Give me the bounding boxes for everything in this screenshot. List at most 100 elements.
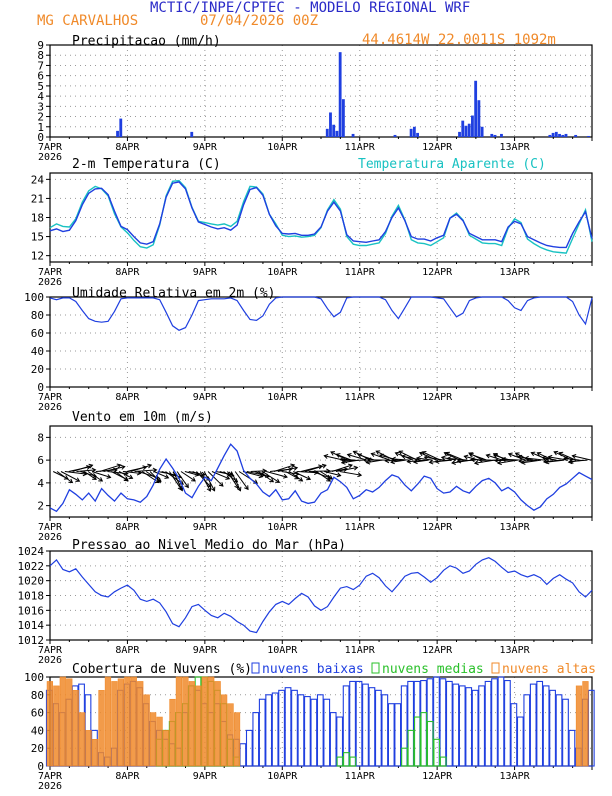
y-tick-label: 1018 xyxy=(18,590,45,603)
cloud-bar-orange xyxy=(215,681,221,766)
cloud-bar-blue xyxy=(543,686,549,766)
x-tick-label: 8APR xyxy=(115,392,140,403)
panel-title: Vento em 10m (m/s) xyxy=(72,410,213,425)
x-tick-label: 10APR xyxy=(267,142,298,153)
cloud-bar-orange xyxy=(195,686,201,766)
y-tick-label: 1014 xyxy=(18,619,45,632)
precip-bar xyxy=(352,134,355,137)
x-year-label: 2026 xyxy=(38,152,62,163)
x-year-label: 2026 xyxy=(38,781,62,792)
x-tick-label: 9APR xyxy=(193,771,218,782)
x-tick-label: 10APR xyxy=(267,645,298,656)
cloud-bar-orange xyxy=(208,677,214,766)
x-tick-label: 11APR xyxy=(345,392,376,403)
y-tick-label: 12 xyxy=(31,250,44,263)
cloud-bar-orange xyxy=(112,681,118,766)
plot-frame xyxy=(50,45,592,137)
x-year-label: 2026 xyxy=(38,277,62,288)
y-tick-label: 24 xyxy=(31,173,45,186)
y-tick-label: 40 xyxy=(31,345,44,358)
cloud-bar-blue xyxy=(240,744,246,766)
precip-bar xyxy=(500,134,503,137)
cloud-bar-orange xyxy=(66,679,72,766)
precip-bar xyxy=(461,121,464,137)
legend-apparent-temperature: Temperatura Aparente (C) xyxy=(358,157,546,172)
cloud-bar-orange xyxy=(176,677,182,766)
cloud-bar-orange xyxy=(202,677,208,766)
wind-arrow xyxy=(251,471,266,472)
legend-swatch-green xyxy=(372,663,379,673)
precip-bar xyxy=(474,81,477,137)
cloud-bar-blue xyxy=(246,730,252,766)
cloud-bar-orange xyxy=(221,695,227,766)
cloud-bar-blue xyxy=(311,699,317,766)
legend-label-green: nuvens medias xyxy=(382,662,484,677)
cloud-bar-blue xyxy=(363,684,369,766)
y-tick-label: 15 xyxy=(31,231,44,244)
cloud-bar-orange xyxy=(183,677,189,766)
y-tick-label: 80 xyxy=(31,309,44,322)
cloud-bar-blue xyxy=(305,697,311,766)
y-tick-label: 60 xyxy=(31,327,44,340)
wind-arrow xyxy=(173,472,182,491)
x-tick-label: 8APR xyxy=(115,267,140,278)
y-tick-label: 1016 xyxy=(18,604,45,617)
x-tick-label: 8APR xyxy=(115,522,140,533)
x-tick-label: 12APR xyxy=(422,267,453,278)
x-tick-label: 12APR xyxy=(422,771,453,782)
y-tick-label: 1024 xyxy=(18,545,45,558)
cloud-bar-blue xyxy=(376,690,382,766)
wind-arrow xyxy=(309,471,330,472)
x-tick-label: 13APR xyxy=(500,522,531,533)
cloud-bar-orange xyxy=(163,730,169,766)
y-tick-label: 1022 xyxy=(18,560,45,573)
cloud-bar-orange xyxy=(189,681,195,766)
temperature-line-cyan xyxy=(50,181,592,254)
legend-swatch-orange xyxy=(492,663,499,673)
x-tick-label: 8APR xyxy=(115,142,140,153)
cloud-bar-blue xyxy=(498,677,504,766)
x-tick-label: 12APR xyxy=(422,522,453,533)
x-tick-label: 8APR xyxy=(115,771,140,782)
x-tick-label: 13APR xyxy=(500,392,531,403)
precip-bar xyxy=(339,52,342,137)
y-tick-label: 6 xyxy=(37,454,44,467)
cloud-bar-blue xyxy=(330,713,336,766)
cloud-bar-blue xyxy=(369,688,375,766)
cloud-bar-blue xyxy=(253,713,259,766)
x-tick-label: 10APR xyxy=(267,522,298,533)
y-tick-label: 1020 xyxy=(18,575,45,588)
cloud-bar-blue xyxy=(524,695,530,766)
precip-bar xyxy=(416,133,419,137)
cloud-bar-blue xyxy=(447,681,453,766)
cloud-bar-blue xyxy=(472,690,478,766)
cloud-bar-orange xyxy=(86,730,92,766)
legend-label-orange: nuvens altas xyxy=(502,662,596,677)
cloud-bar-orange xyxy=(583,681,589,766)
cloud-bar-orange xyxy=(99,690,105,766)
wind-arrow xyxy=(231,472,240,491)
cloud-bar-orange xyxy=(105,677,111,766)
cloud-bar-orange xyxy=(137,681,143,766)
cloud-bar-orange xyxy=(576,686,582,766)
x-tick-label: 10APR xyxy=(267,392,298,403)
x-tick-label: 9APR xyxy=(193,392,218,403)
precip-bar xyxy=(413,127,416,137)
cloud-bar-blue xyxy=(556,695,562,766)
y-tick-label: 100 xyxy=(24,671,44,684)
precip-bar xyxy=(332,125,335,137)
precip-bar xyxy=(565,134,568,137)
cloud-bar-orange xyxy=(47,681,53,766)
y-tick-label: 60 xyxy=(31,707,44,720)
cloud-bar-orange xyxy=(144,695,150,766)
cloud-bar-blue xyxy=(459,686,465,766)
panel-title: 2-m Temperatura (C) xyxy=(72,157,221,172)
cloud-bar-orange xyxy=(54,686,60,766)
x-year-label: 2026 xyxy=(38,532,62,543)
cloud-bar-blue xyxy=(485,681,491,766)
precip-bar xyxy=(465,126,468,137)
cloud-bar-orange xyxy=(131,677,137,766)
header-location: MG CARVALHOS xyxy=(37,14,138,28)
precip-bar xyxy=(587,136,590,137)
